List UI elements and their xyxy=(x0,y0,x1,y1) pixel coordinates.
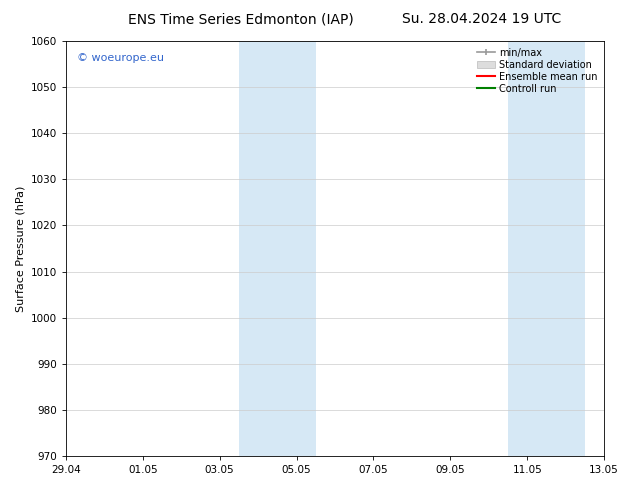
Bar xyxy=(508,41,585,456)
Text: Su. 28.04.2024 19 UTC: Su. 28.04.2024 19 UTC xyxy=(402,12,562,26)
Text: ENS Time Series Edmonton (IAP): ENS Time Series Edmonton (IAP) xyxy=(128,12,354,26)
Text: © woeurope.eu: © woeurope.eu xyxy=(77,53,164,64)
Y-axis label: Surface Pressure (hPa): Surface Pressure (hPa) xyxy=(15,185,25,312)
Bar xyxy=(239,41,316,456)
Legend: min/max, Standard deviation, Ensemble mean run, Controll run: min/max, Standard deviation, Ensemble me… xyxy=(476,46,599,96)
